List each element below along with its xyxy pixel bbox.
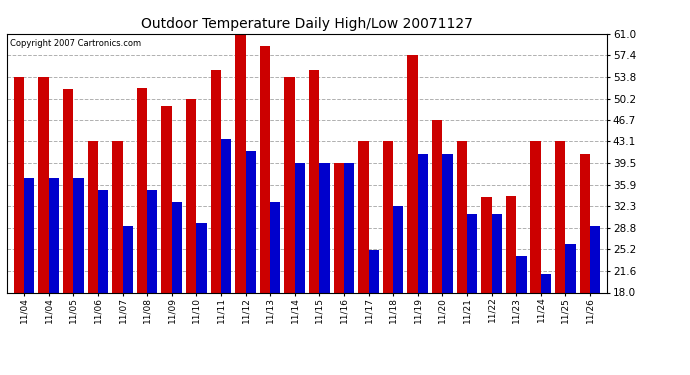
Bar [172, 202, 182, 292]
Bar [334, 163, 344, 292]
Bar [393, 207, 404, 292]
Bar [368, 251, 379, 292]
Bar [417, 154, 428, 292]
Bar [246, 151, 256, 292]
Bar [590, 226, 600, 292]
Bar [98, 190, 108, 292]
Text: Copyright 2007 Cartronics.com: Copyright 2007 Cartronics.com [10, 39, 141, 48]
Bar [123, 226, 133, 292]
Bar [295, 163, 305, 292]
Bar [260, 46, 270, 292]
Bar [24, 178, 34, 292]
Bar [457, 141, 467, 292]
Bar [407, 56, 417, 292]
Bar [137, 88, 147, 292]
Bar [442, 154, 453, 292]
Bar [516, 256, 526, 292]
Bar [14, 77, 24, 292]
Bar [531, 141, 541, 292]
Bar [63, 89, 73, 292]
Bar [73, 178, 83, 292]
Bar [344, 163, 354, 292]
Bar [555, 141, 565, 292]
Title: Outdoor Temperature Daily High/Low 20071127: Outdoor Temperature Daily High/Low 20071… [141, 17, 473, 31]
Bar [580, 154, 590, 292]
Bar [319, 163, 330, 292]
Bar [147, 190, 157, 292]
Bar [49, 178, 59, 292]
Bar [432, 120, 442, 292]
Bar [383, 141, 393, 292]
Bar [481, 197, 491, 292]
Bar [284, 77, 295, 292]
Bar [270, 202, 280, 292]
Bar [541, 274, 551, 292]
Bar [112, 141, 123, 292]
Bar [186, 99, 197, 292]
Bar [309, 70, 319, 292]
Bar [491, 214, 502, 292]
Bar [221, 139, 231, 292]
Bar [565, 244, 575, 292]
Bar [161, 106, 172, 292]
Bar [210, 70, 221, 292]
Bar [88, 141, 98, 292]
Bar [235, 34, 246, 292]
Bar [39, 77, 49, 292]
Bar [358, 141, 368, 292]
Bar [197, 223, 207, 292]
Bar [467, 214, 477, 292]
Bar [506, 196, 516, 292]
